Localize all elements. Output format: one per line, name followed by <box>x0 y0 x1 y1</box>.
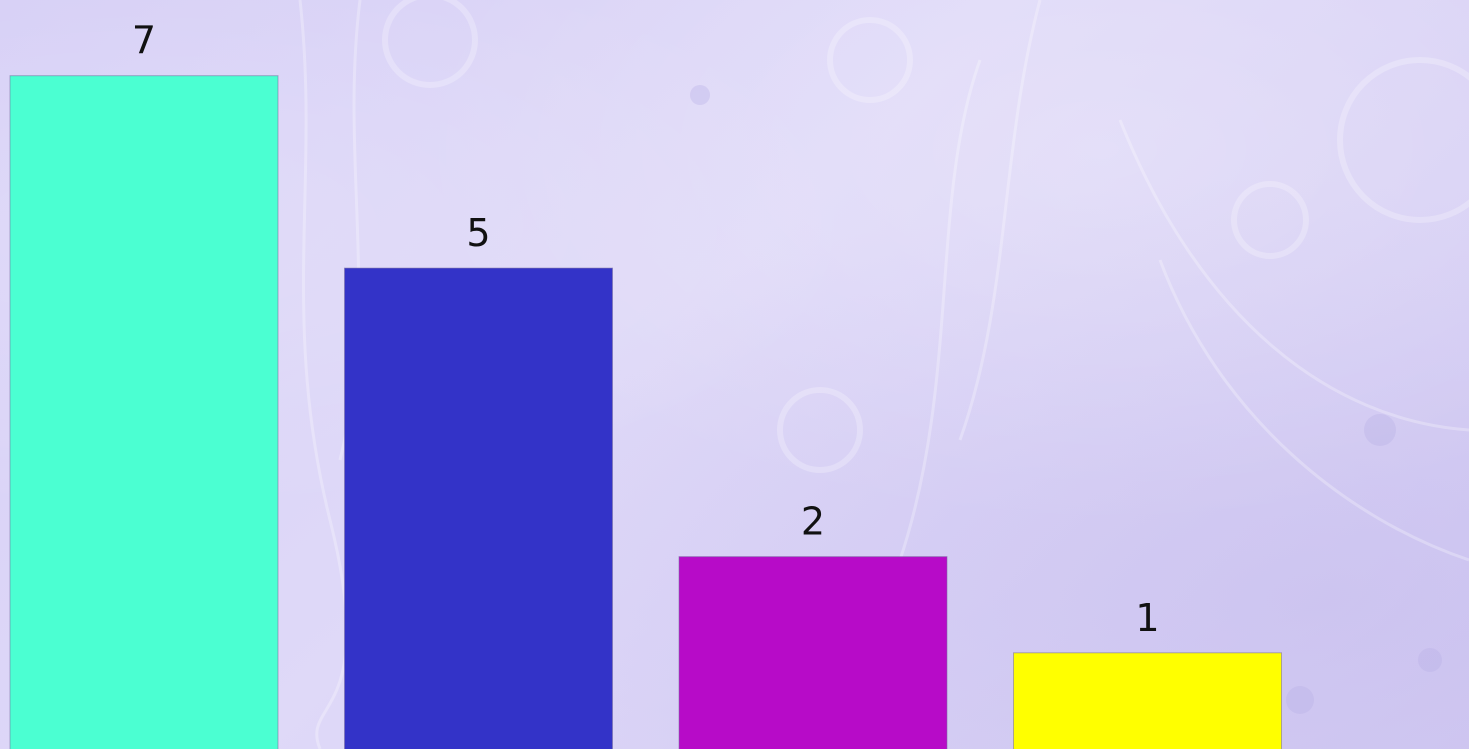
bar-4 <box>1013 652 1282 749</box>
bar-value-label-2: 5 <box>466 211 490 255</box>
bar-value-label-4: 1 <box>1135 596 1159 640</box>
bar-value-label-1: 7 <box>132 19 156 63</box>
bar-3 <box>678 556 948 749</box>
data-labels-group: 7 5 2 1 <box>132 19 1160 640</box>
bar-value-label-3: 2 <box>801 500 825 544</box>
bar-2 <box>344 267 613 749</box>
bar-1 <box>9 75 279 749</box>
bars-group <box>9 75 1282 749</box>
